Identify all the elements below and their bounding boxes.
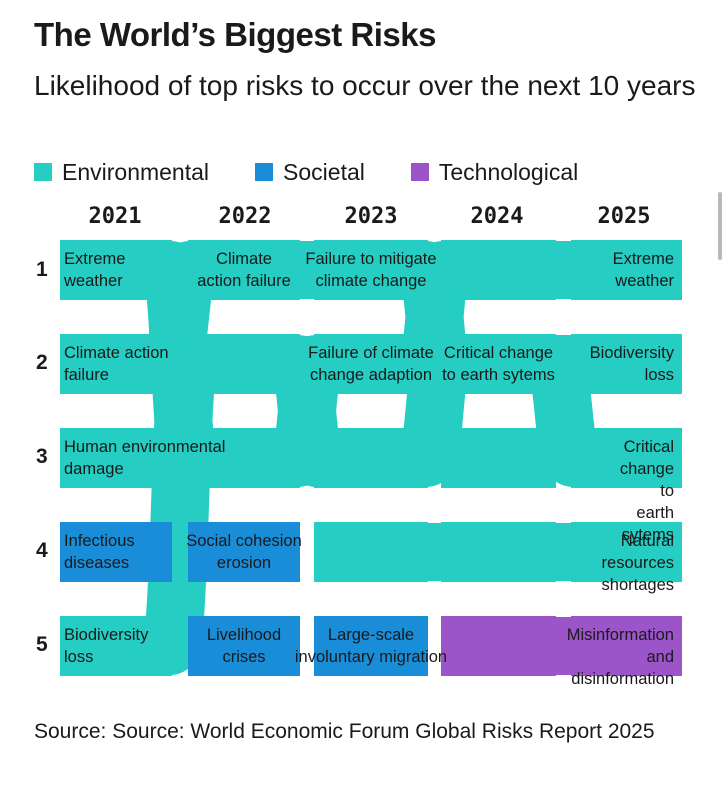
cell-label-2025-rank-2: Biodiversity loss bbox=[589, 344, 674, 384]
cell-2024-rank-2 bbox=[441, 334, 556, 394]
year-label-2023: 2023 bbox=[344, 204, 398, 229]
source-note: Source: Source: World Economic Forum Glo… bbox=[34, 720, 655, 743]
legend-item-environmental: Environmental bbox=[34, 159, 209, 186]
cell-2021-rank-5 bbox=[60, 616, 172, 676]
connector-biodiversity-loss-2021 bbox=[141, 335, 219, 675]
cell-2024-rank-1 bbox=[441, 240, 556, 300]
legend-label-environmental: Environmental bbox=[62, 158, 210, 185]
cell-2023-rank-1 bbox=[314, 240, 428, 300]
rank-label-2: 2 bbox=[36, 351, 48, 374]
cell-2025-rank-4 bbox=[571, 522, 682, 582]
legend-swatch-societal bbox=[255, 163, 274, 181]
cell-label-2022-rank-4: Social cohesion erosion bbox=[186, 532, 302, 572]
cell-2022-rank-4 bbox=[188, 522, 300, 582]
cell-2023-rank-3 bbox=[314, 428, 428, 488]
year-label-2024: 2024 bbox=[470, 204, 524, 229]
cell-label-2025-rank-1: Extreme weather bbox=[612, 250, 674, 290]
legend-swatch-technological bbox=[410, 163, 429, 181]
cell-2021-rank-2 bbox=[60, 334, 172, 394]
cell-2024-rank-5 bbox=[441, 616, 556, 676]
connector-biodiversity-loss-2023 bbox=[397, 335, 472, 487]
legend-label-technological: Technological bbox=[438, 158, 579, 185]
bump-chart bbox=[60, 240, 682, 676]
cell-2021-rank-1 bbox=[60, 240, 172, 300]
rank-label-1: 1 bbox=[36, 258, 48, 281]
cell-2024-rank-4 bbox=[441, 522, 556, 582]
cell-label-2025-rank-4: Natural resources shortages bbox=[601, 532, 674, 594]
cell-label-2021-rank-3: Human environmental damage bbox=[64, 438, 226, 478]
cell-2024-rank-3 bbox=[441, 428, 556, 488]
cell-label-2021-rank-5: Biodiversity loss bbox=[64, 626, 149, 666]
cell-2025-rank-5 bbox=[571, 616, 682, 676]
cell-2021-rank-4 bbox=[60, 522, 172, 582]
cell-2022-rank-1 bbox=[188, 240, 300, 300]
cell-2022-rank-5 bbox=[188, 616, 300, 676]
rank-label-3: 3 bbox=[36, 445, 48, 468]
scrollbar[interactable] bbox=[718, 192, 722, 260]
cell-2023-rank-2 bbox=[314, 334, 428, 394]
cell-label-2021-rank-4: Infectious diseases bbox=[64, 532, 135, 572]
cell-2023-rank-4 bbox=[314, 522, 428, 582]
legend-item-technological: Technological bbox=[410, 158, 579, 186]
legend-swatch-environmental bbox=[34, 163, 52, 181]
year-label-2025: 2025 bbox=[597, 204, 651, 229]
cell-2025-rank-2 bbox=[571, 334, 682, 394]
cell-label-2021-rank-1: Extreme weather bbox=[64, 250, 126, 290]
year-label-2022: 2022 bbox=[218, 204, 272, 229]
cell-label-2023-rank-2: Failure of climate change adaption bbox=[308, 344, 434, 384]
legend: Environmental Societal Technological bbox=[34, 157, 624, 187]
cell-2025-rank-3 bbox=[571, 428, 682, 488]
cell-label-2022-rank-5: Livelihood crises bbox=[206, 626, 282, 666]
year-label-2021: 2021 bbox=[88, 204, 142, 229]
cell-2023-rank-5 bbox=[314, 616, 428, 676]
cell-label-2025-rank-5: Misinformation and disinformation bbox=[566, 626, 674, 688]
cell-label-2021-rank-2: Climate action failure bbox=[64, 344, 169, 384]
cell-label-2024-rank-2: Critical change to earth sytems bbox=[442, 344, 555, 384]
cell-2022-rank-2 bbox=[188, 334, 300, 394]
connector-biodiversity-loss-2022 bbox=[269, 335, 345, 487]
cell-2021-rank-3 bbox=[60, 428, 172, 488]
cell-2025-rank-1 bbox=[571, 240, 682, 300]
legend-item-societal: Societal bbox=[255, 159, 365, 186]
chart-title: The World’s Biggest Risks bbox=[34, 16, 436, 53]
cell-label-2025-rank-3: Critical change to earth sytems bbox=[619, 438, 675, 544]
cell-label-2023-rank-5: Large-scale involuntary migration bbox=[294, 626, 448, 666]
rank-label-5: 5 bbox=[36, 633, 48, 656]
cell-label-2023-rank-1: Failure to mitigate climate change bbox=[305, 250, 437, 290]
legend-label-societal: Societal bbox=[283, 158, 365, 185]
chart-subtitle: Likelihood of top risks to occur over th… bbox=[34, 70, 696, 101]
rank-label-4: 4 bbox=[36, 539, 48, 562]
cell-label-2022-rank-1: Climate action failure bbox=[197, 250, 291, 290]
cell-2022-rank-3 bbox=[188, 428, 300, 488]
